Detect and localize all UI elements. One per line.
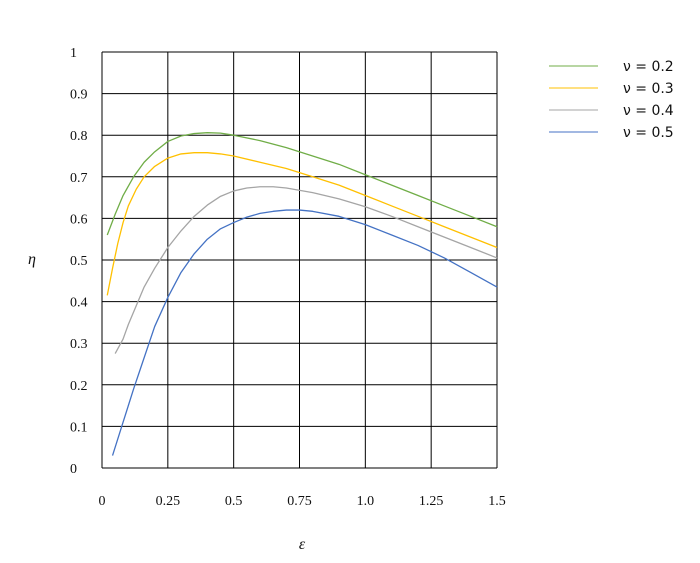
x-tick-label: 0 [99, 494, 106, 509]
axes: 0 0.1 0.2 0.3 0.4 0.5 0.6 0.7 0.8 0.9 1 0 0.25 0.5 0.7… [70, 46, 506, 509]
series-line-2 [106, 152, 498, 296]
series-line-1 [106, 132, 498, 236]
legend-label-1: ν = 0.2 [623, 59, 674, 75]
y-tick-label: 0.1 [70, 420, 88, 435]
series-line-4 [111, 209, 498, 456]
x-tick-label: 1.5 [488, 494, 506, 509]
legend-label-2: ν = 0.3 [623, 81, 674, 97]
y-tick-label: 0.6 [70, 212, 88, 227]
y-tick-label: 0.9 [70, 88, 88, 103]
x-axis-label: ε [299, 536, 306, 553]
legend-label-3: ν = 0.4 [623, 103, 674, 119]
y-tick-label: 0.2 [70, 379, 88, 394]
y-tick-label: 0.7 [70, 171, 88, 186]
x-tick-label: 0.75 [287, 494, 312, 509]
y-tick-label: 0.5 [70, 254, 88, 269]
y-tick-label: 1 [70, 46, 77, 61]
y-tick-label: 0.3 [70, 337, 88, 352]
y-tick-label: 0.8 [70, 129, 88, 144]
series-lines [106, 132, 498, 456]
y-tick-label: 0.4 [70, 296, 88, 311]
x-tick-label: 0.5 [225, 494, 243, 509]
grid [101, 51, 498, 469]
y-axis-label: η [28, 251, 36, 268]
x-tick-label: 1.25 [419, 494, 444, 509]
x-tick-label: 1.0 [357, 494, 375, 509]
legend-label-4: ν = 0.5 [623, 125, 674, 141]
legend: ν = 0.2 ν = 0.3 ν = 0.4 ν = 0.5 [549, 59, 674, 141]
y-tick-label: 0 [70, 462, 77, 477]
series-line-3 [114, 186, 498, 354]
x-tick-label: 0.25 [156, 494, 181, 509]
